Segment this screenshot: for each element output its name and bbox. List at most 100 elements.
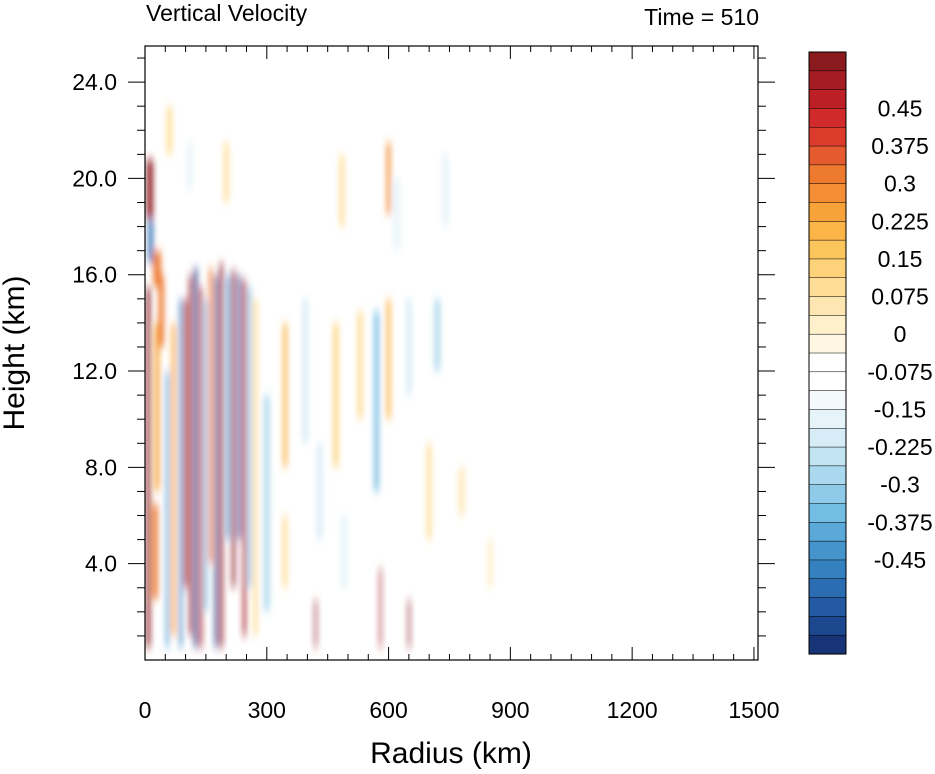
plot-background [145,46,758,660]
y-tick-label: 4.0 [85,551,117,577]
x-tick-label: 300 [248,697,286,723]
colorbar-label: 0.225 [871,208,929,234]
colorbar-swatch [808,70,847,91]
velocity-feature [283,322,288,468]
velocity-feature [204,298,208,612]
colorbar [808,51,847,655]
x-axis-label: Radius (km) [370,737,532,770]
colorbar-label: -0.075 [867,359,932,385]
x-tick-label: 1500 [728,697,779,723]
colorbar-swatch [808,522,847,542]
colorbar-swatch [808,371,847,392]
y-tick-label: 12.0 [72,358,117,384]
colorbar-swatch [808,578,847,599]
colorbar-swatch [808,315,847,335]
colorbar-swatch [808,221,847,241]
colorbar-swatch [808,616,847,636]
x-tick-label: 900 [491,697,529,723]
colorbar-label: 0.45 [878,95,923,121]
colorbar-label: 0.075 [871,284,929,310]
velocity-feature [253,298,257,636]
chart-title: Vertical Velocity [146,0,308,26]
velocity-feature [426,443,432,540]
velocity-feature [386,298,391,420]
velocity-feature [237,274,241,540]
velocity-feature [302,298,309,444]
velocity-feature [316,443,323,540]
x-tick-label: 0 [139,697,152,723]
colorbar-swatch [808,352,847,373]
velocity-feature [434,298,441,371]
colorbar-swatch [808,183,847,204]
velocity-feature [146,286,151,648]
velocity-feature [442,154,449,227]
velocity-feature [242,279,246,636]
colorbar-swatch [808,540,847,561]
velocity-feature [263,395,270,612]
velocity-feature [248,286,251,588]
colorbar-swatch [808,428,847,448]
velocity-feature [487,539,493,588]
velocity-feature [186,142,193,191]
colorbar-swatch [808,333,847,354]
velocity-feature [231,269,236,588]
time-label: Time = 510 [644,4,759,30]
x-tick-label: 1200 [607,697,658,723]
velocity-feature [282,515,288,588]
velocity-feature [199,286,203,648]
velocity-feature [226,274,230,540]
velocity-feature [184,298,188,588]
colorbar-label: -0.3 [880,472,920,498]
velocity-feature [386,142,391,215]
velocity-feature [153,250,162,287]
velocity-feature [146,159,154,220]
y-tick-label: 24.0 [72,69,117,95]
colorbar-swatch [808,51,847,72]
velocity-field [146,106,493,648]
velocity-feature [374,310,379,492]
colorbar-labels: 0.45 0.375 0.3 0.225 0.15 0.075 0 -0.075 -0.15 -0… [867,95,932,573]
velocity-feature [158,274,165,347]
y-tick-label: 8.0 [85,454,117,480]
velocity-feature [333,322,339,468]
colorbar-swatch [808,597,847,617]
x-axis-ticks: 0 300 600 900 1200 1500 [139,46,780,723]
colorbar-swatch [808,296,847,316]
colorbar-swatch [808,503,847,523]
velocity-feature [189,274,192,636]
colorbar-swatch [808,390,847,410]
colorbar-frame [808,51,847,655]
velocity-feature [166,106,173,155]
colorbar-label: -0.15 [874,396,926,422]
colorbar-label: 0.15 [878,246,923,272]
colorbar-swatch [808,164,847,185]
colorbar-swatch [808,202,847,222]
colorbar-swatch [808,446,847,467]
velocity-feature [314,599,317,648]
colorbar-swatch [808,409,847,429]
colorbar-swatch [808,277,847,298]
colorbar-label: -0.375 [867,509,932,535]
velocity-feature [340,515,348,588]
colorbar-swatch [808,127,847,147]
colorbar-swatch [808,634,847,655]
colorbar-swatch [808,465,847,486]
velocity-feature [219,262,223,648]
velocity-feature [194,267,198,648]
velocity-feature [223,142,229,203]
colorbar-swatch [808,89,847,109]
y-axis-label: Height (km) [0,275,31,430]
velocity-feature [339,154,345,227]
colorbar-swatch [808,258,847,279]
colorbar-label: -0.225 [867,434,932,460]
velocity-feature [393,178,400,251]
velocity-feature [171,322,176,636]
velocity-feature [214,274,218,648]
velocity-feature [179,298,183,648]
x-tick-label: 600 [369,697,407,723]
velocity-feature [357,310,363,420]
colorbar-swatch [808,484,847,505]
velocity-feature [148,219,154,263]
colorbar-label: 0.3 [884,171,916,197]
